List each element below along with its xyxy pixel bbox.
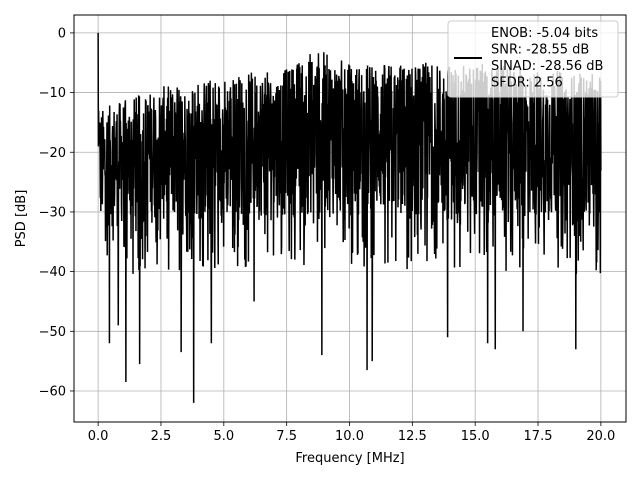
x-tick-label: 2.5 [151,429,172,444]
x-tick-label: 5.0 [213,429,234,444]
legend-entry-sinad: SINAD: -28.56 dB [491,59,603,74]
x-tick-label: 20.0 [586,429,615,444]
y-tick-label: −10 [39,86,66,101]
legend-entry-sfdr: SFDR: 2.56 [491,76,563,91]
legend-entry-enob: ENOB: -5.04 bits [491,26,598,41]
y-tick-label: −50 [39,325,66,340]
x-tick-label: 0.0 [88,429,109,444]
legend-entry-snr: SNR: -28.55 dB [491,43,589,58]
x-tick-label: 12.5 [398,429,427,444]
y-axis-ticks: 0 −10 −20 −30 −40 −50 −60 [39,26,74,399]
x-tick-label: 17.5 [524,429,553,444]
y-tick-label: −40 [39,265,66,280]
x-tick-label: 10.0 [335,429,364,444]
plot-frame [73,14,627,423]
x-tick-label: 15.0 [461,429,490,444]
y-tick-label: −20 [39,146,66,161]
legend: ENOB: -5.04 bits SNR: -28.55 dB SINAD: -… [447,20,619,98]
y-axis-label: PSD [dB] [14,190,29,248]
x-axis-label: Frequency [MHz] [295,451,404,466]
psd-series-line [97,32,602,403]
legend-box [447,20,619,98]
x-axis-ticks: 0.0 2.5 5.0 7.5 10.0 12.5 15.0 17.5 20.0 [88,422,615,444]
y-tick-label: −30 [39,205,66,220]
series-layer [97,32,602,403]
y-tick-label: −60 [39,384,66,399]
y-tick-label: 0 [58,26,66,41]
x-tick-label: 7.5 [276,429,297,444]
